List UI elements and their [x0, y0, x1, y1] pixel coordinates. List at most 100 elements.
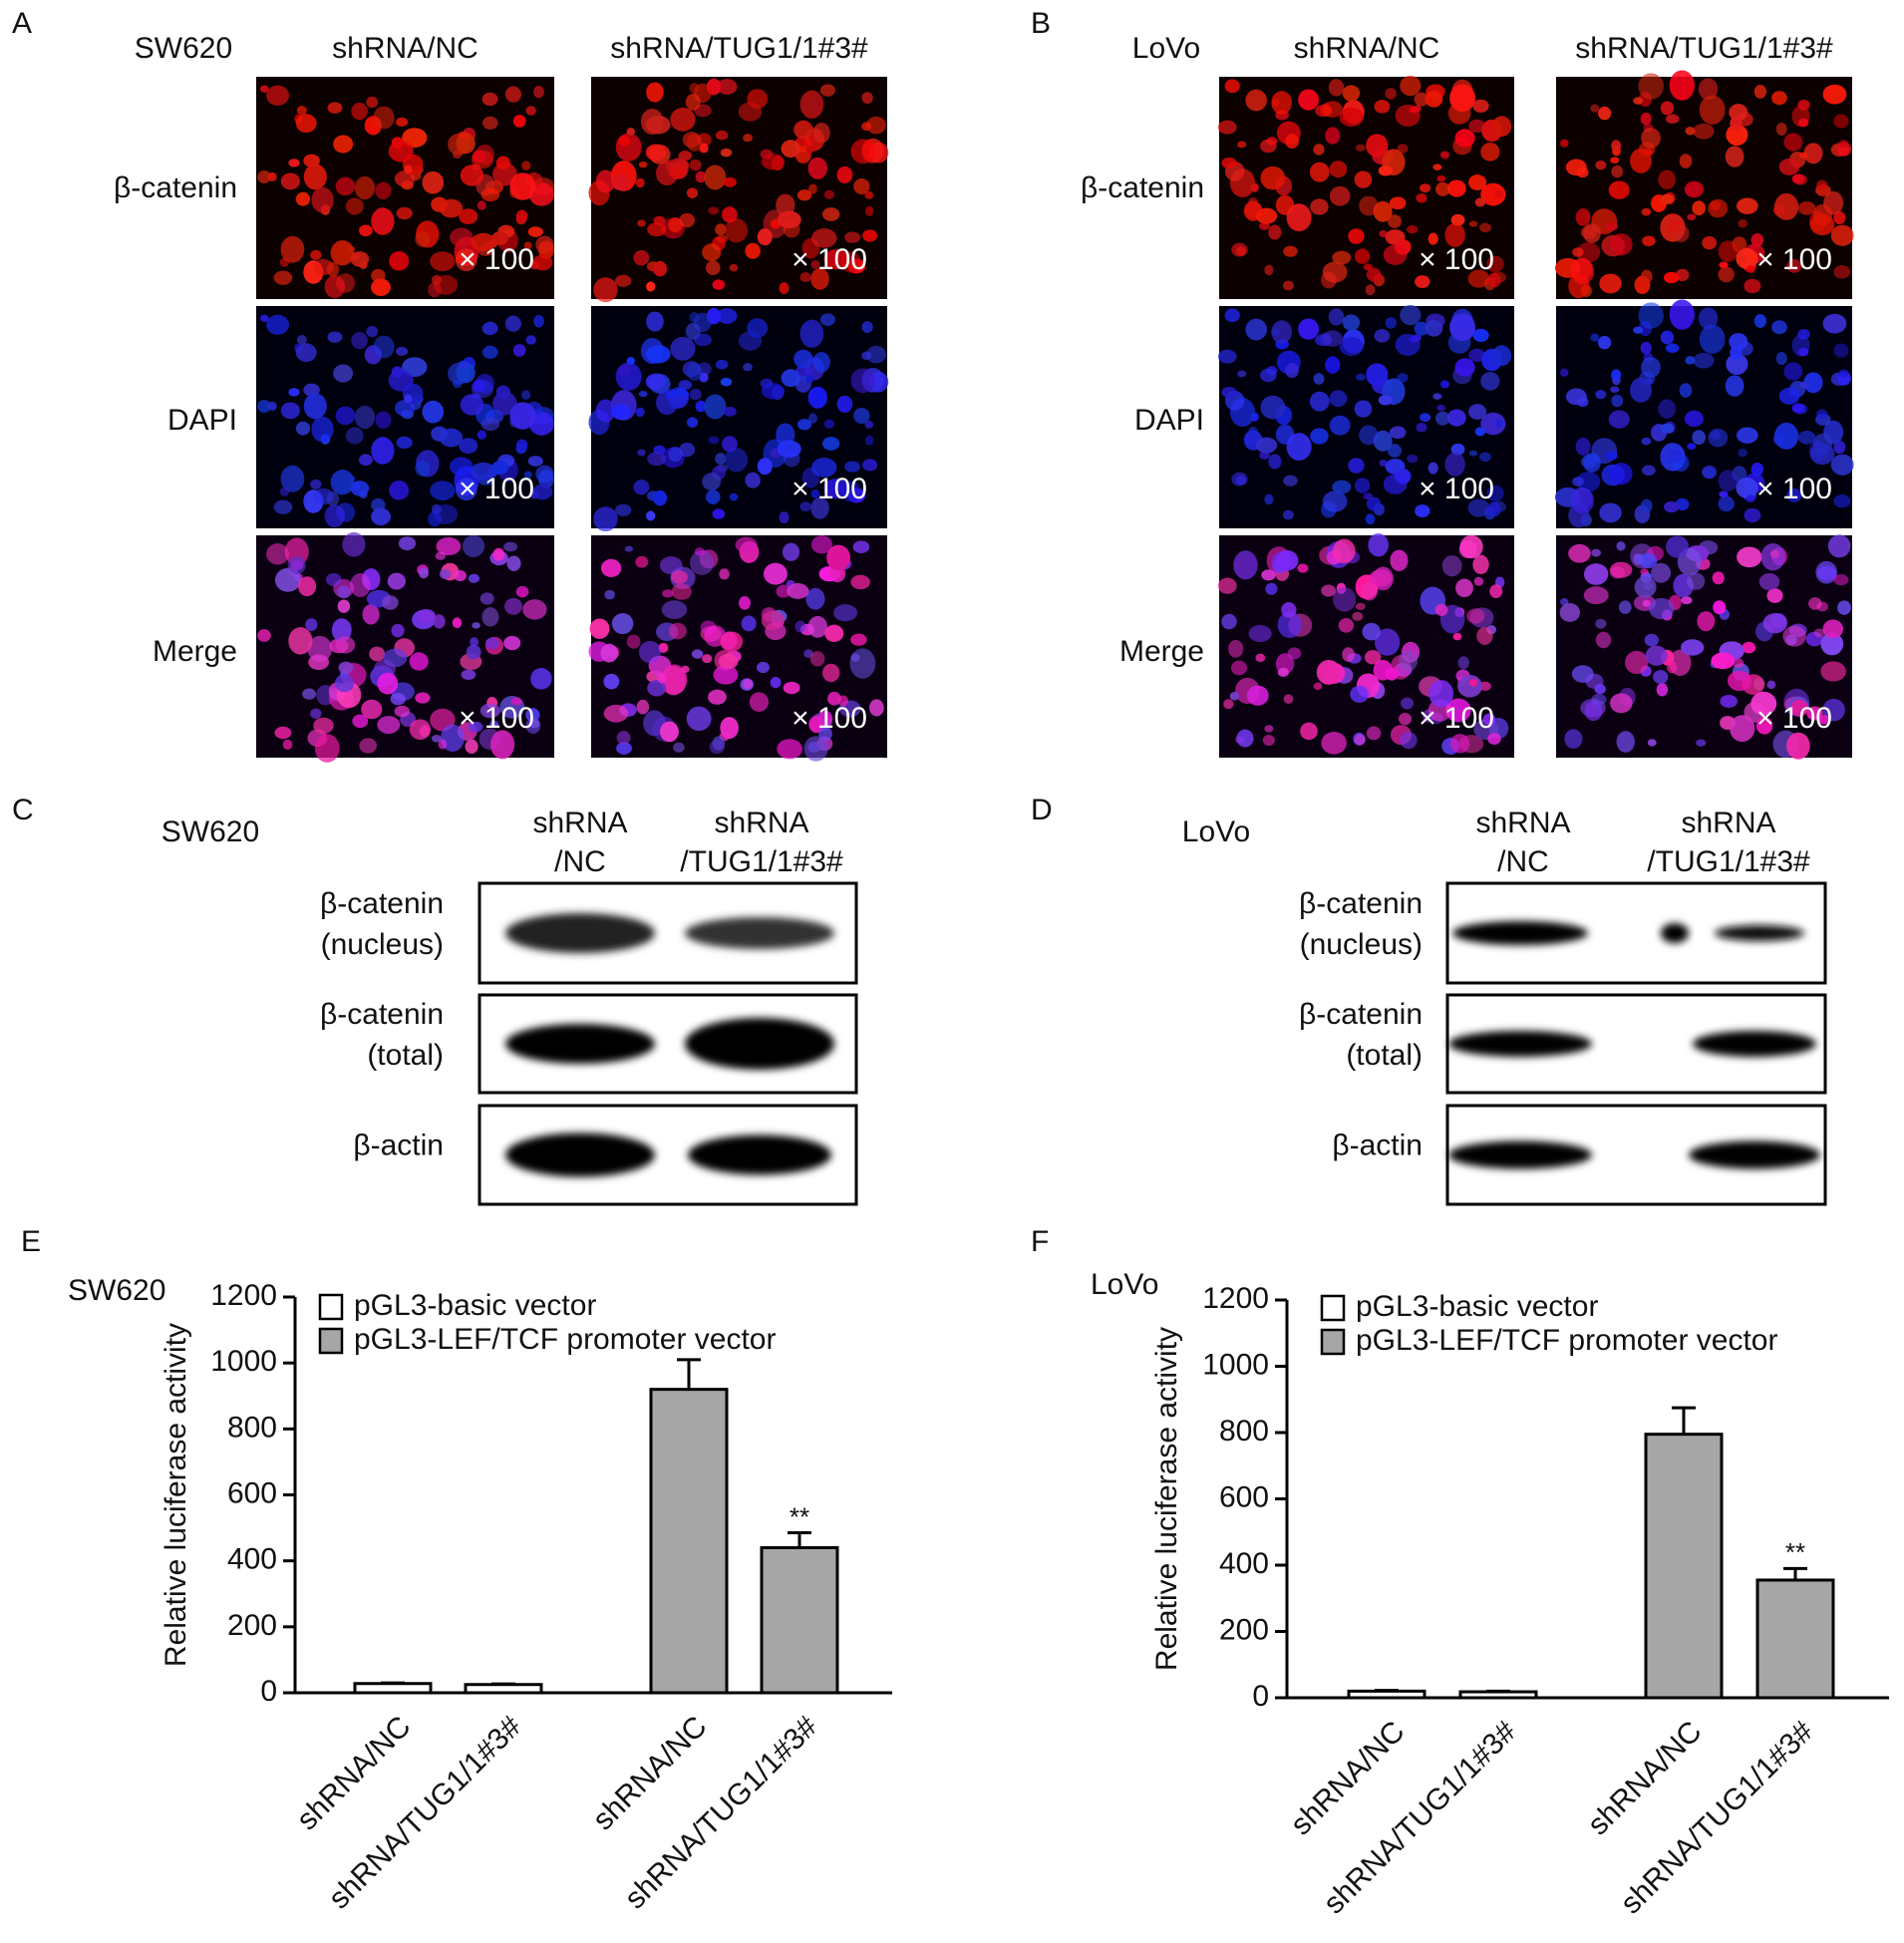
cell [295, 191, 311, 206]
cell [1482, 713, 1496, 726]
cell [1397, 144, 1409, 154]
cell [1479, 681, 1491, 691]
cell [1608, 410, 1630, 429]
cell [691, 649, 704, 659]
cell [1390, 549, 1409, 572]
cell [1487, 272, 1501, 288]
cell [777, 210, 801, 229]
cell [1449, 734, 1470, 754]
cell [1797, 328, 1810, 340]
cell [1310, 198, 1329, 215]
cell [335, 406, 356, 426]
cell [480, 187, 500, 202]
cell [1231, 242, 1248, 257]
cell [354, 405, 376, 430]
cell [1609, 561, 1633, 578]
cell [535, 465, 554, 483]
cell [1669, 219, 1683, 233]
cell [375, 411, 392, 429]
cell [1283, 694, 1294, 705]
cell [1610, 693, 1633, 714]
cell [1641, 128, 1661, 149]
cell [1666, 535, 1690, 558]
cell [1366, 363, 1389, 387]
cell [334, 674, 355, 693]
cell [1610, 233, 1633, 256]
cell [1237, 370, 1247, 378]
cell [1708, 428, 1729, 448]
cell [1640, 112, 1652, 126]
cell [1681, 639, 1705, 656]
cell [723, 406, 737, 417]
cell [600, 643, 618, 663]
cell [1400, 732, 1418, 750]
cell [865, 345, 886, 364]
cell [1590, 104, 1600, 113]
cell [280, 465, 305, 492]
cell [1285, 363, 1300, 379]
cell [1339, 336, 1364, 357]
column-header: shRNA/NC [332, 32, 478, 65]
cell [1719, 490, 1729, 498]
cell [1285, 134, 1300, 150]
cell [1608, 180, 1630, 199]
row-label: Merge [1119, 635, 1204, 668]
cell [1457, 656, 1469, 670]
cell [694, 547, 706, 556]
cell [1457, 675, 1483, 698]
blot-band [685, 1018, 834, 1070]
column-header: shRNA/TUG1/1#3# [610, 32, 868, 65]
cell [646, 345, 671, 364]
cell [618, 364, 631, 377]
cell [1221, 613, 1237, 630]
cell [720, 631, 744, 652]
cell [439, 568, 452, 579]
cell [1361, 581, 1378, 601]
cell [371, 437, 395, 465]
cell [1378, 165, 1393, 176]
blot-band [505, 1024, 655, 1064]
cell [1298, 89, 1320, 111]
cell [532, 254, 553, 271]
significance: ** [1785, 1537, 1805, 1567]
cell [1365, 284, 1376, 296]
cell [729, 263, 739, 272]
cell [1640, 568, 1649, 575]
cell [653, 489, 668, 506]
cell [1224, 308, 1240, 323]
cell [864, 205, 874, 216]
cell [1730, 715, 1755, 743]
cell [1262, 735, 1275, 747]
micrograph [1217, 75, 1514, 299]
magnification: × 100 [1419, 473, 1494, 505]
cell [593, 277, 618, 303]
cell [822, 207, 840, 221]
cell [811, 228, 837, 248]
cell [1466, 608, 1485, 624]
cell [805, 145, 814, 154]
cell [844, 231, 861, 243]
cell [489, 720, 499, 729]
cell [595, 399, 616, 423]
cell [1816, 409, 1828, 420]
cell [476, 430, 486, 440]
cell [822, 663, 840, 683]
cell [422, 170, 445, 194]
cell [603, 673, 620, 690]
cell [1783, 362, 1803, 381]
cell [864, 435, 874, 446]
cell [659, 721, 679, 743]
cell [422, 400, 445, 424]
cell [836, 395, 853, 413]
cell [715, 223, 727, 236]
blot-band [685, 917, 834, 949]
cell [390, 692, 406, 706]
cell [1712, 571, 1725, 585]
panel-label: C [12, 794, 34, 826]
cell [1350, 685, 1369, 703]
cell [635, 407, 645, 418]
cell [729, 492, 739, 501]
y-axis-label: Relative luciferase activity [1150, 1327, 1183, 1671]
cell [1246, 685, 1269, 706]
